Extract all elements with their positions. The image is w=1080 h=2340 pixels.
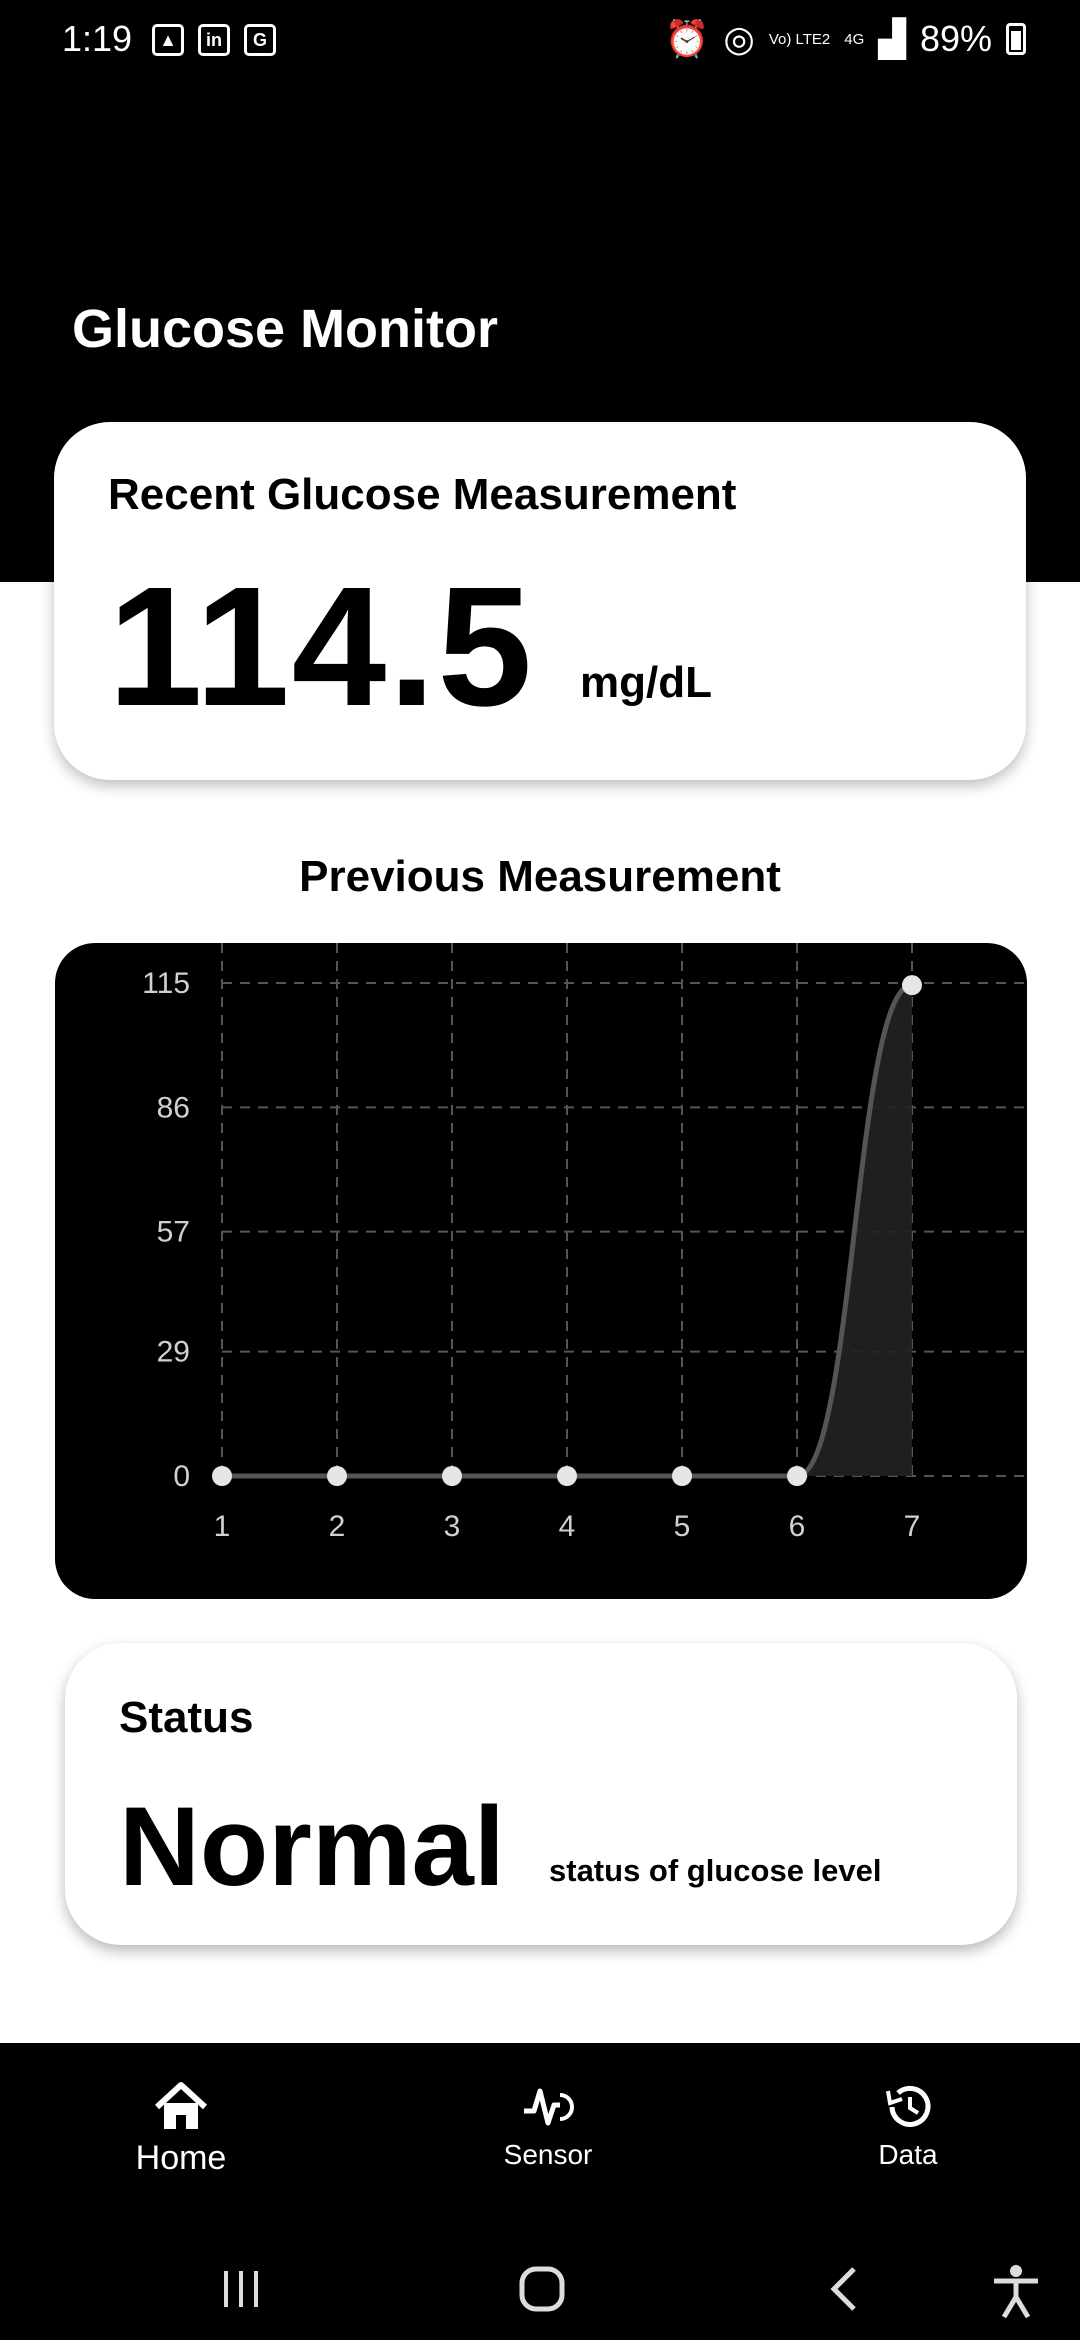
nav-sensor-label: Sensor xyxy=(503,2139,593,2170)
nav-data-label: Data xyxy=(878,2139,938,2170)
status-label: Status xyxy=(119,1693,254,1742)
nav-data[interactable]: Data xyxy=(808,2081,1008,2171)
battery-icon xyxy=(1006,23,1026,55)
hotspot-icon: ◎ xyxy=(723,18,755,59)
sensor-icon xyxy=(524,2088,574,2126)
x-tick-label: 7 xyxy=(904,1510,921,1543)
status-card: Status Normal status of glucose level xyxy=(65,1643,1017,1945)
image-icon: ▲ xyxy=(152,24,184,56)
y-tick-label: 29 xyxy=(157,1336,190,1369)
y-tick-label: 115 xyxy=(142,967,190,1000)
data-type-label: 4G xyxy=(844,30,865,48)
data-point xyxy=(672,1466,692,1486)
x-tick-label: 1 xyxy=(214,1510,231,1543)
data-point xyxy=(327,1466,347,1486)
series-area xyxy=(222,985,912,1476)
data-point xyxy=(902,975,922,996)
accessibility-icon[interactable] xyxy=(990,2263,1042,2319)
recent-measurement-unit: mg/dL xyxy=(580,658,712,707)
x-tick-label: 2 xyxy=(329,1510,346,1543)
y-tick-label: 0 xyxy=(173,1460,190,1493)
y-tick-label: 57 xyxy=(157,1216,190,1249)
recent-measurement-card: Recent Glucose Measurement 114.5 mg/dL xyxy=(54,422,1026,780)
chart-svg: 0 29 57 86 115 1 2 3 4 5 6 7 xyxy=(142,943,1027,1543)
nav-home-label: Home xyxy=(135,2139,227,2177)
home-circle-icon[interactable] xyxy=(516,2263,568,2315)
status-bar: 1:19 ▲ in G ⏰ ◎ Vo) LTE2 4G ▟ 89% xyxy=(0,0,1080,80)
history-icon xyxy=(886,2085,931,2127)
bottom-nav: Home Sensor Data xyxy=(0,2043,1080,2243)
x-tick-label: 3 xyxy=(444,1510,461,1543)
previous-measurement-chart: 0 29 57 86 115 1 2 3 4 5 6 7 xyxy=(55,943,1027,1599)
linkedin-icon: in xyxy=(198,24,230,56)
data-point xyxy=(442,1466,462,1486)
status-value: Normal xyxy=(119,1784,505,1909)
back-icon[interactable] xyxy=(820,2263,872,2315)
system-nav xyxy=(0,2243,1080,2340)
nav-sensor[interactable]: Sensor xyxy=(448,2081,648,2171)
status-time: 1:19 xyxy=(62,18,133,59)
data-point xyxy=(557,1466,577,1486)
previous-measurement-title: Previous Measurement xyxy=(299,852,781,901)
home-icon xyxy=(154,2082,208,2129)
translate-icon: G xyxy=(244,24,276,56)
network-label: Vo) LTE2 xyxy=(768,30,831,48)
series-line xyxy=(222,982,913,1479)
page-title: Glucose Monitor xyxy=(72,299,499,359)
status-description: status of glucose level xyxy=(549,1853,882,1888)
signal-icon: ▟ xyxy=(878,18,906,59)
y-tick-label: 86 xyxy=(157,1091,190,1124)
recent-measurement-label: Recent Glucose Measurement xyxy=(108,470,737,519)
data-point xyxy=(212,1466,232,1486)
battery-percent: 89% xyxy=(919,18,992,59)
x-tick-label: 4 xyxy=(559,1510,576,1543)
nav-home[interactable]: Home xyxy=(81,2081,281,2178)
recents-icon[interactable] xyxy=(216,2263,266,2315)
alarm-icon: ⏰ xyxy=(664,18,710,59)
status-right: ⏰ ◎ Vo) LTE2 4G ▟ 89% xyxy=(665,18,1026,60)
data-point xyxy=(787,1466,807,1486)
recent-measurement-value: 114.5 xyxy=(108,552,535,742)
x-tick-label: 6 xyxy=(789,1510,806,1543)
x-tick-label: 5 xyxy=(674,1510,691,1543)
notification-icons: ▲ in G xyxy=(152,24,276,56)
